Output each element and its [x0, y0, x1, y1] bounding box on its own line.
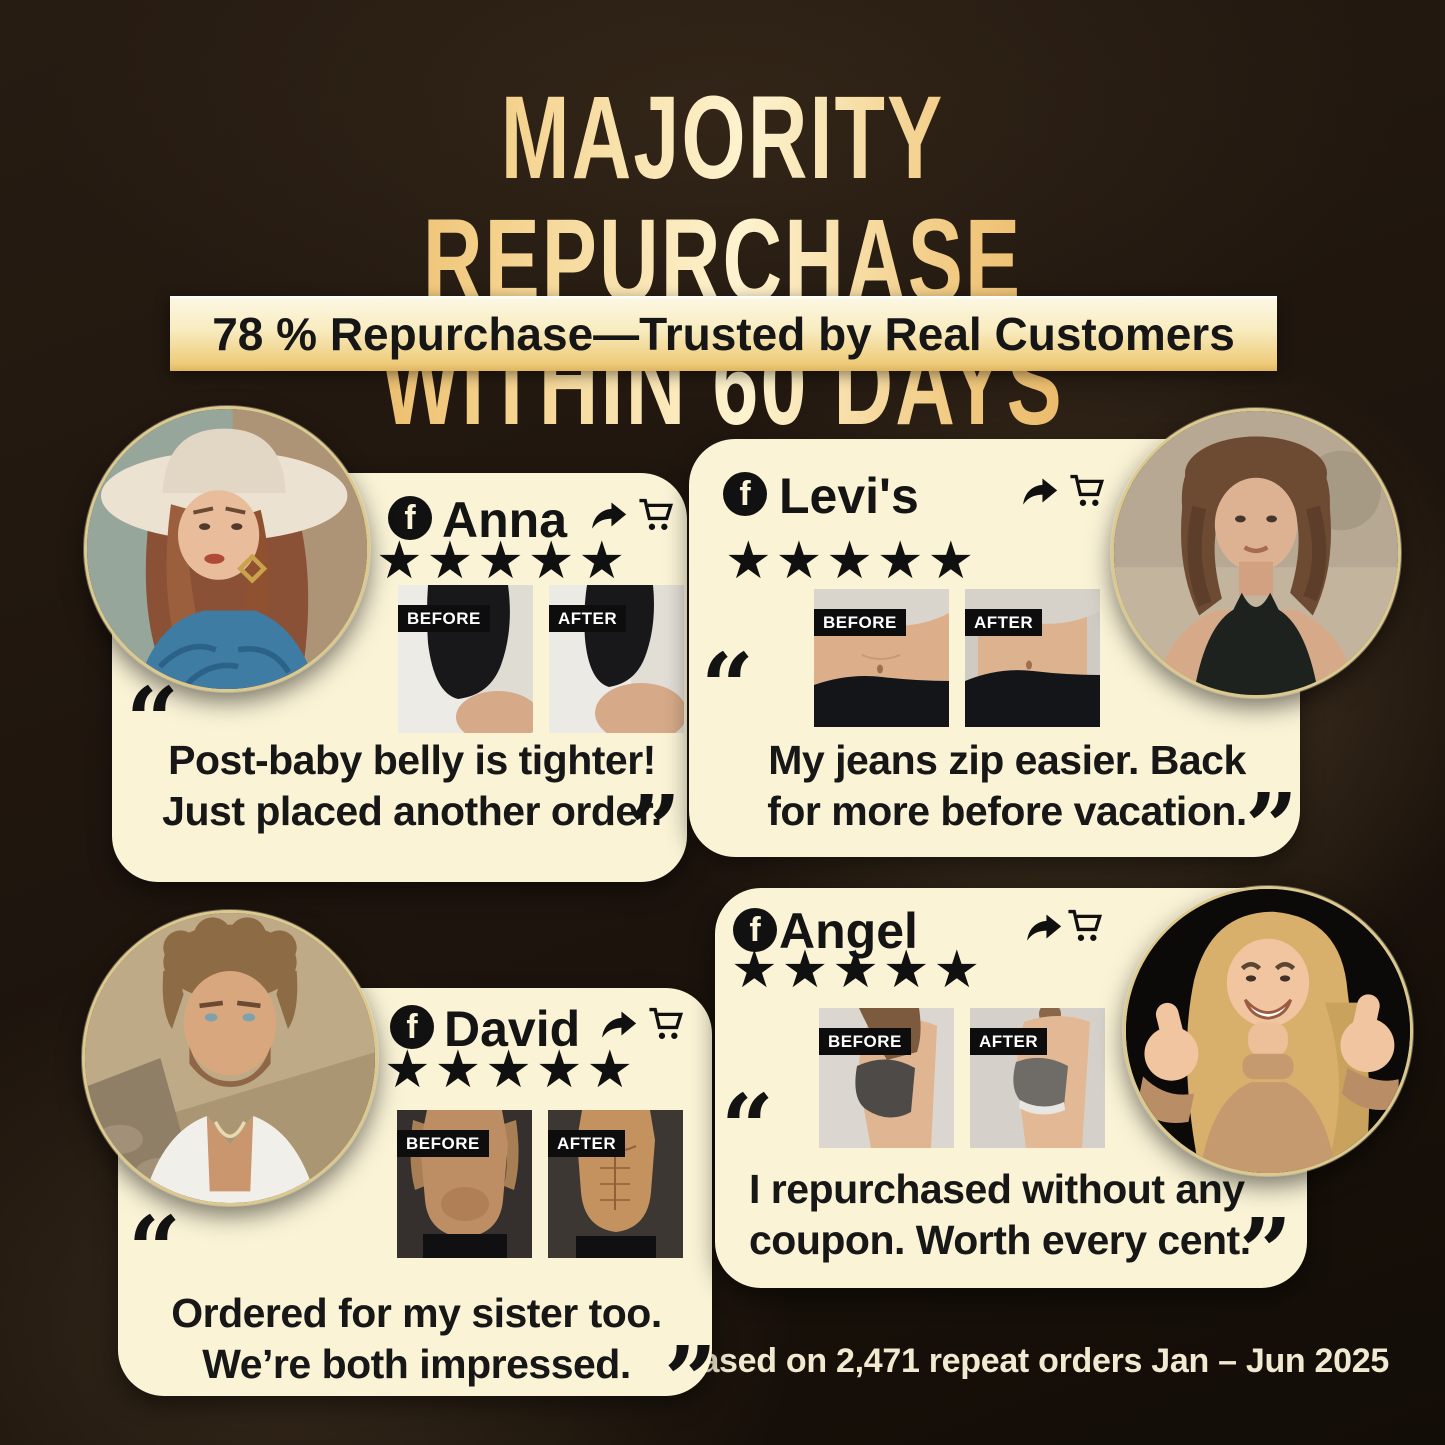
star-rating: ★★★★★ [731, 940, 985, 1000]
after-label-chip: AFTER [970, 1028, 1048, 1055]
reviewer-avatar-anna [84, 406, 370, 692]
review-card-angel: f Angel ★★★★★ BEFORE AFTER “ I repurchas… [715, 888, 1307, 1306]
reviewer-avatar-levis [1111, 408, 1401, 698]
share-icon[interactable] [1017, 470, 1061, 514]
before-photo: BEFORE [397, 1110, 532, 1258]
before-after-photos: BEFORE AFTER [397, 1110, 683, 1258]
before-label-chip: BEFORE [398, 605, 490, 632]
quote-close-icon: ” [628, 775, 681, 883]
after-photo: AFTER [970, 1008, 1105, 1148]
before-label-chip: BEFORE [819, 1028, 911, 1055]
quote-line: Just placed another order. [162, 788, 662, 835]
quote-line: Ordered for my sister too. [171, 1290, 662, 1336]
star-rating: ★★★★★ [384, 1040, 638, 1100]
facebook-icon: f [733, 908, 777, 952]
before-label-chip: BEFORE [397, 1130, 489, 1157]
quote-line: Post-baby belly is tighter! [168, 737, 656, 783]
before-after-photos: BEFORE AFTER [814, 589, 1100, 727]
quote-line: We’re both impressed. [202, 1341, 631, 1388]
quote-close-icon: ” [1245, 773, 1298, 881]
quote-open-icon: “ [721, 1074, 774, 1182]
quote-text: Ordered for my sister too. We’re both im… [144, 1288, 689, 1391]
quote-text: My jeans zip easier. Back for more befor… [737, 735, 1277, 838]
quote-line: I repurchased without any [749, 1166, 1245, 1212]
quote-text: I repurchased without any coupon. Worth … [749, 1164, 1289, 1267]
reviewer-name: David [444, 1001, 581, 1057]
quote-line: My jeans zip easier. Back [768, 737, 1246, 783]
reviewer-name: Angel [779, 903, 918, 959]
facebook-icon: f [388, 496, 432, 540]
quote-line: coupon. Worth every cent. [749, 1217, 1251, 1264]
cart-icon[interactable] [646, 1002, 690, 1046]
cart-icon[interactable] [1065, 904, 1109, 948]
reviewer-name: Levi's [779, 468, 919, 524]
facebook-icon: f [723, 472, 767, 516]
reviewer-name: Anna [442, 492, 567, 548]
before-label-chip: BEFORE [814, 609, 906, 636]
reviewer-avatar-angel [1123, 886, 1413, 1176]
quote-text: Post-baby belly is tighter! Just placed … [142, 735, 682, 838]
after-photo: AFTER [549, 585, 684, 733]
after-label-chip: AFTER [548, 1130, 626, 1157]
before-after-photos: BEFORE AFTER [819, 1008, 1105, 1148]
quote-open-icon: “ [128, 1196, 181, 1304]
before-photo: BEFORE [814, 589, 949, 727]
quote-close-icon: ” [664, 1326, 717, 1434]
title-line-1: MAJORITY REPURCHASE [217, 77, 1229, 323]
quote-line: for more before vacation. [767, 788, 1247, 835]
page-title: MAJORITY REPURCHASE WITHIN 60 DAYS [0, 77, 1445, 445]
cart-icon[interactable] [636, 493, 680, 537]
quote-open-icon: “ [126, 667, 179, 775]
share-icon[interactable] [1021, 906, 1065, 950]
review-card-david: f David ★★★★★ BEFORE AFTER “ Ordered for… [118, 988, 717, 1426]
after-photo: AFTER [548, 1110, 683, 1258]
before-photo: BEFORE [398, 585, 533, 733]
after-photo: AFTER [965, 589, 1100, 727]
subtitle-banner: 78 % Repurchase—Trusted by Real Customer… [170, 296, 1277, 371]
before-after-photos: BEFORE AFTER [398, 585, 684, 733]
star-rating: ★★★★★ [376, 531, 630, 591]
before-photo: BEFORE [819, 1008, 954, 1148]
cart-icon[interactable] [1067, 469, 1111, 513]
quote-open-icon: “ [701, 633, 754, 741]
banner-text: 78 % Repurchase—Trusted by Real Customer… [212, 307, 1235, 360]
share-icon[interactable] [586, 494, 630, 538]
facebook-icon: f [390, 1005, 434, 1049]
reviewer-avatar-david [82, 910, 378, 1206]
share-icon[interactable] [596, 1003, 640, 1047]
after-label-chip: AFTER [549, 605, 627, 632]
star-rating: ★★★★★ [725, 531, 979, 591]
after-label-chip: AFTER [965, 609, 1043, 636]
quote-close-icon: ” [1239, 1198, 1292, 1306]
footnote: *Based on 2,471 repeat orders Jan – Jun … [663, 1342, 1389, 1380]
